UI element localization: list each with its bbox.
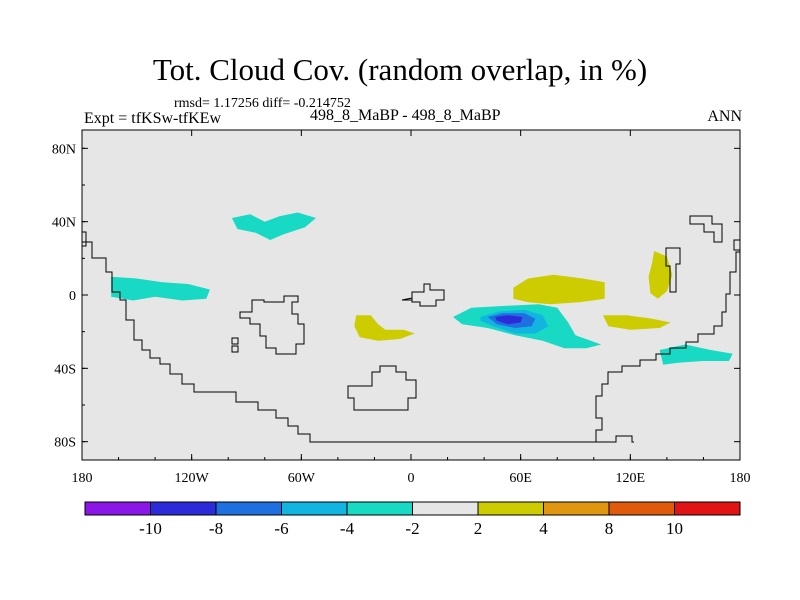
- axis-tick-labels: 180 120W 60W 0 60E 120E 180 80N 40N 0 40S 80S: [52, 142, 751, 486]
- colorbar-swatch: [543, 501, 610, 516]
- colorbar-label: 2: [474, 519, 483, 538]
- colorbar-label: -6: [274, 519, 288, 538]
- coastline-africa: [347, 365, 417, 411]
- contour-region-south-pacific-negative: [659, 344, 733, 365]
- coastline-horn: [401, 283, 445, 307]
- y-tick-label: 80N: [52, 142, 76, 157]
- contour-region-indian-ocean-negative-8to10: [495, 315, 523, 325]
- contour-region-south-atlantic-positive: [354, 315, 415, 341]
- coastline-australia-east: [595, 251, 740, 442]
- coastline-americas: [82, 241, 596, 443]
- colorbar-label: -4: [340, 519, 355, 538]
- colorbar-swatch: [346, 501, 413, 516]
- chart-title: Tot. Cloud Cov. (random overlap, in %): [152, 52, 648, 87]
- colorbar-swatch: [84, 501, 151, 516]
- experiment-label: Expt = tfKSw-tfKEw: [84, 110, 222, 127]
- colorbar-swatch: [674, 501, 741, 516]
- stats-label: rmsd= 1.17256 diff= -0.214752: [174, 96, 351, 111]
- contour-region-arabian-positive: [513, 274, 605, 305]
- case-label: 498_8_MaBP - 498_8_MaBP: [310, 107, 501, 124]
- x-tick-label: 120E: [616, 471, 646, 486]
- y-tick-label: 40N: [52, 216, 76, 231]
- coastline-small-island-1: [231, 337, 239, 345]
- colorbar-label: -2: [405, 519, 419, 538]
- coastline-small-island-2: [231, 345, 239, 353]
- x-tick-label: 180: [72, 471, 93, 486]
- colorbar-swatch: [281, 501, 348, 516]
- coastline-aleutian: [733, 239, 740, 251]
- contour-region-north-pacific-negative: [231, 212, 316, 240]
- x-tick-label: 120W: [175, 471, 210, 486]
- colorbar-label: 10: [666, 519, 683, 538]
- colorbar: -10 -8 -6 -4 -2 2 4 8 10: [84, 501, 741, 538]
- x-tick-label: 60E: [509, 471, 532, 486]
- y-tick-label: 40S: [54, 362, 76, 377]
- coastline-japan: [689, 215, 723, 243]
- colorbar-swatch: [412, 501, 479, 516]
- colorbar-label: -8: [209, 519, 223, 538]
- colorbar-label: 4: [539, 519, 548, 538]
- colorbar-swatch: [477, 501, 544, 516]
- colorbar-label: -10: [139, 519, 162, 538]
- coastlines: [82, 215, 740, 443]
- x-tick-label: 0: [408, 471, 415, 486]
- x-tick-label: 180: [730, 471, 751, 486]
- contour-fills: [111, 212, 733, 365]
- colorbar-swatch: [215, 501, 282, 516]
- y-tick-label: 0: [69, 289, 76, 304]
- coastline-west-pacific-island: [665, 247, 681, 293]
- x-tick-label: 60W: [288, 471, 316, 486]
- coastline-central-america: [239, 295, 305, 355]
- colorbar-label: 8: [605, 519, 614, 538]
- axis-ticks: [81, 130, 741, 460]
- colorbar-swatch: [608, 501, 675, 516]
- contour-region-central-pacific-negative: [111, 276, 210, 301]
- season-label: ANN: [707, 108, 742, 125]
- colorbar-swatch: [150, 501, 217, 516]
- y-tick-label: 80S: [54, 436, 76, 451]
- contour-region-australia-positive: [602, 315, 671, 330]
- coastline-asia-east: [596, 435, 634, 443]
- coastline-pacific-west: [82, 231, 87, 247]
